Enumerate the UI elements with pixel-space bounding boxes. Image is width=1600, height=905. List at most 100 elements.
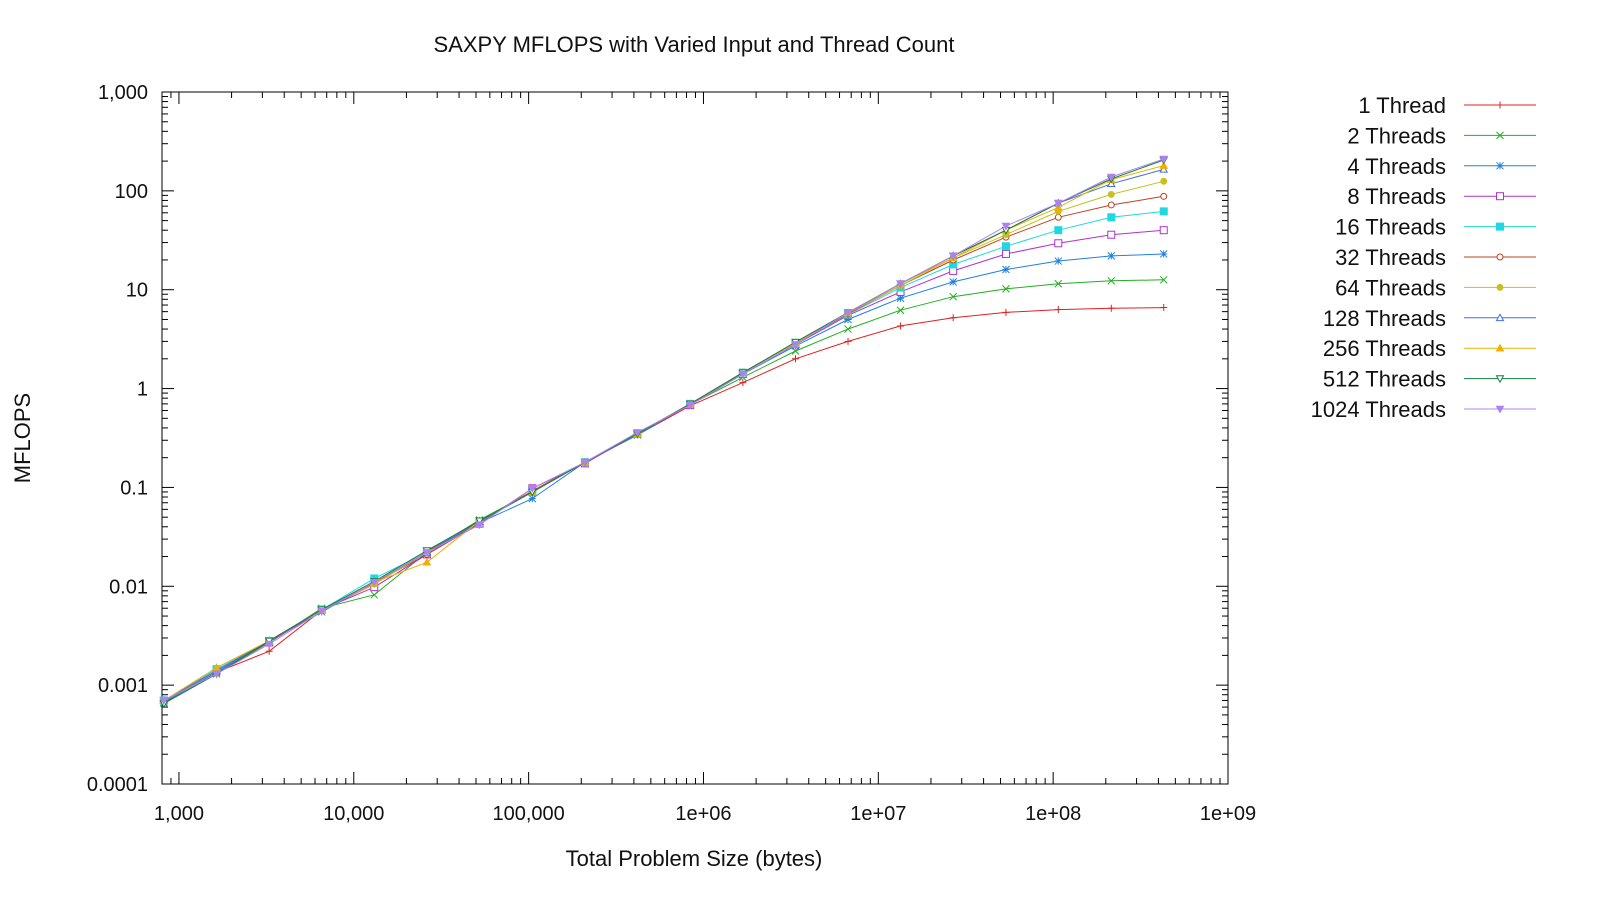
legend-label: 4 Threads [1347, 154, 1446, 179]
legend-entry: 2 Threads [1347, 123, 1536, 148]
data-point [1054, 306, 1062, 314]
y-tick-label: 0.01 [109, 576, 148, 598]
series-line [163, 159, 1164, 705]
data-point [633, 429, 642, 437]
data-point [1001, 249, 1010, 258]
series-line [163, 180, 1164, 701]
data-point [1495, 405, 1505, 414]
legend-label: 32 Threads [1335, 245, 1446, 270]
data-point [896, 306, 905, 315]
plot-frame [161, 91, 1229, 785]
data-point [1160, 192, 1168, 200]
data-point [1107, 252, 1116, 260]
data-point [948, 252, 958, 261]
legend-label: 256 Threads [1323, 336, 1446, 361]
data-point [1495, 375, 1505, 384]
data-point [1107, 230, 1116, 239]
series-3 [160, 250, 1168, 707]
x-axis-label: Total Problem Size (bytes) [566, 846, 823, 871]
series-line [163, 158, 1164, 701]
x-tick-label: 1e+07 [850, 803, 906, 825]
data-point [1160, 177, 1168, 185]
data-point [475, 521, 484, 530]
data-point [1002, 285, 1010, 293]
data-point [1002, 308, 1010, 316]
data-point [1001, 222, 1011, 231]
x-tick-label: 10,000 [323, 803, 384, 825]
data-point [1054, 279, 1063, 288]
data-point [739, 379, 747, 387]
series-layer [159, 155, 1169, 709]
data-point [422, 549, 432, 557]
data-point [264, 640, 274, 649]
data-point [791, 355, 799, 363]
data-point [1053, 199, 1063, 208]
y-tick-label: 0.1 [120, 477, 148, 499]
legend-entry: 1 Thread [1358, 93, 1536, 118]
legend-label: 1024 Threads [1311, 397, 1446, 422]
data-point [896, 294, 905, 303]
data-point [1495, 343, 1505, 352]
data-point [1160, 304, 1168, 312]
series-1 [160, 304, 1168, 706]
data-point [1107, 304, 1115, 312]
data-point [265, 647, 273, 655]
legend-entry: 64 Threads [1335, 275, 1536, 300]
data-point [844, 337, 852, 345]
series-2 [160, 275, 1168, 707]
data-point [1159, 161, 1169, 169]
ticks-layer: 0.0001 0.001 0.01 0.1 1 10 100 1,000 1,000 10,000… [87, 82, 1256, 825]
data-point [1496, 192, 1504, 201]
data-point [370, 590, 379, 599]
x-tick-label: 1e+09 [1200, 803, 1256, 825]
legend-entry: 256 Threads [1323, 336, 1536, 361]
data-point [317, 607, 327, 616]
y-tick-label: 1,000 [98, 82, 148, 104]
series-line [163, 307, 1164, 703]
data-point [1054, 213, 1062, 221]
data-point [528, 494, 537, 503]
data-point [1496, 253, 1504, 261]
data-point [1159, 250, 1168, 258]
legend-label: 2 Threads [1347, 123, 1446, 148]
legend-label: 512 Threads [1323, 367, 1446, 392]
series-line [163, 279, 1164, 704]
data-point [475, 517, 484, 526]
series-7 [160, 177, 1168, 704]
data-point [896, 280, 905, 289]
data-point [1159, 275, 1168, 284]
data-point [1054, 239, 1063, 248]
x-tick-label: 1e+08 [1025, 803, 1081, 825]
data-point [159, 697, 169, 705]
data-point [1107, 213, 1116, 222]
data-point [1001, 242, 1010, 251]
data-point [844, 325, 852, 333]
legend-label: 1 Thread [1358, 93, 1446, 118]
legend: 1 Thread 2 Threads 4 Threads 8 Threads 16 Th… [1311, 93, 1536, 422]
legend-label: 64 Threads [1335, 275, 1446, 300]
x-tick-label: 1,000 [154, 803, 204, 825]
chart-title: SAXPY MFLOPS with Varied Input and Threa… [434, 32, 955, 57]
data-point [1054, 226, 1063, 235]
data-point [1107, 190, 1115, 198]
series-8 [159, 164, 1169, 704]
data-point [843, 309, 853, 317]
data-point [1107, 276, 1116, 285]
series-10 [159, 156, 1169, 709]
data-point [685, 401, 695, 410]
data-point [1159, 207, 1168, 216]
legend-label: 16 Threads [1335, 215, 1446, 240]
data-point [791, 341, 800, 349]
data-point [1496, 101, 1504, 109]
data-point [844, 315, 852, 324]
series-line [163, 165, 1164, 701]
data-point [580, 458, 590, 467]
y-tick-label: 0.001 [98, 675, 148, 697]
data-point [212, 663, 221, 672]
legend-entry: 512 Threads [1323, 367, 1536, 392]
data-point [1159, 155, 1169, 164]
data-point [1159, 164, 1169, 173]
data-point [212, 670, 221, 679]
y-tick-label: 10 [126, 280, 148, 302]
legend-entry: 32 Threads [1335, 245, 1536, 270]
